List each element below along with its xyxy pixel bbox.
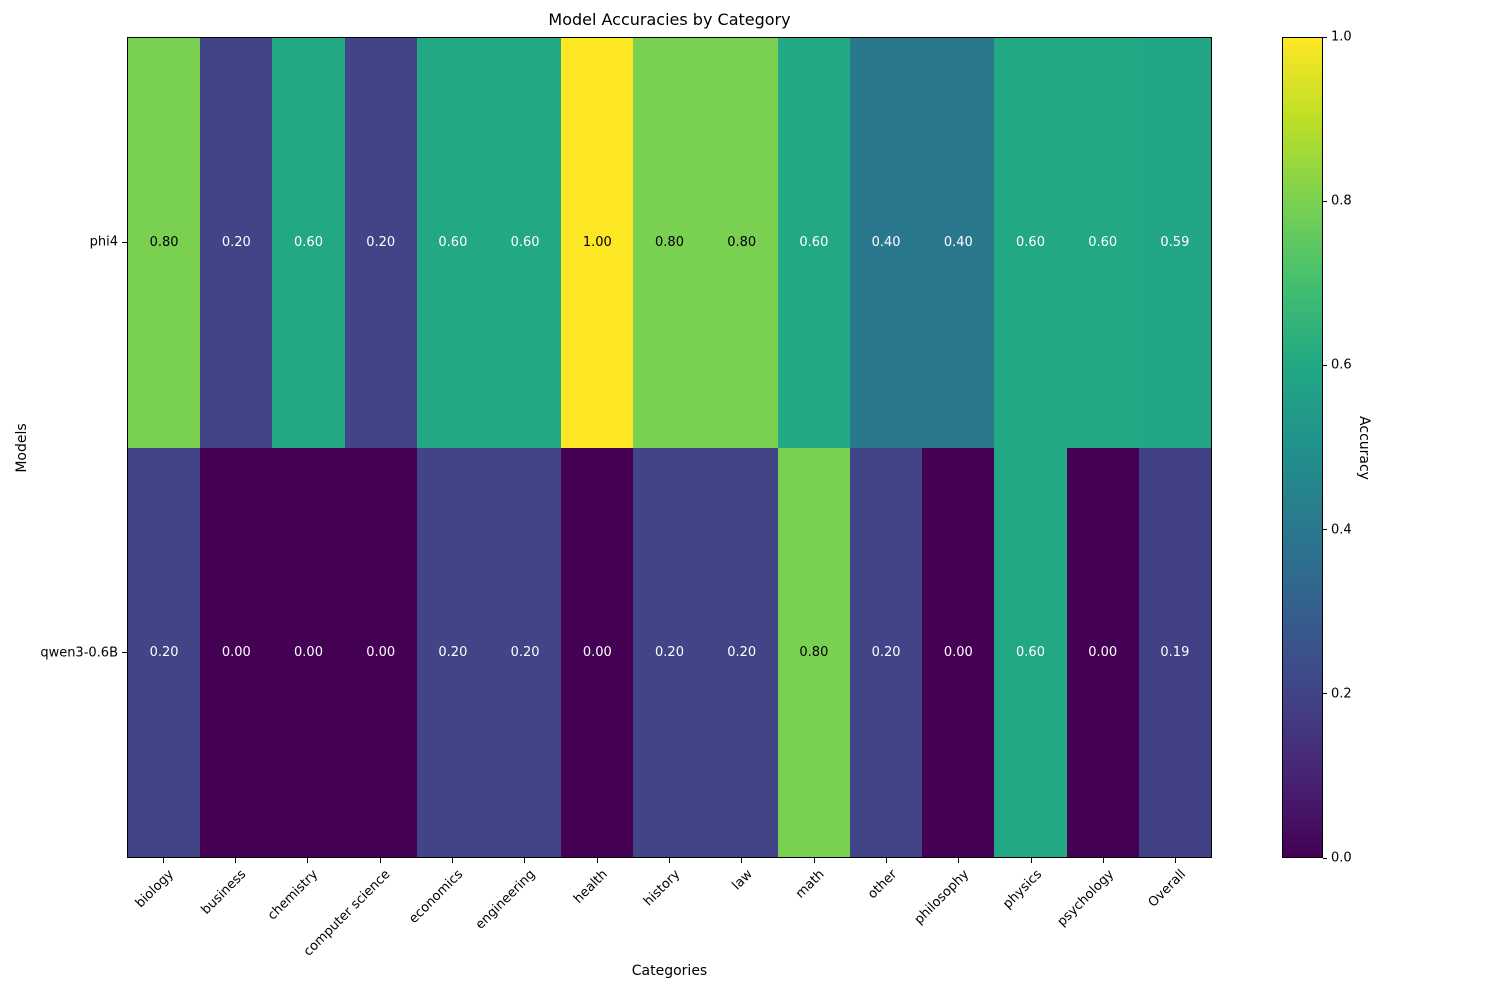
heatmap-cell: 0.20 [633, 447, 706, 857]
axis-tick-mark [813, 858, 815, 863]
chart-title: Model Accuracies by Category [548, 10, 791, 29]
axis-tick-mark [307, 858, 309, 863]
axis-tick-mark [122, 241, 127, 243]
colorbar-tick-label: 1.0 [1331, 29, 1352, 45]
heatmap-cell: 0.20 [200, 38, 273, 448]
x-tick-label: biology [132, 867, 177, 912]
axis-tick-mark [886, 858, 887, 863]
heatmap-cell: 0.00 [200, 447, 273, 857]
heatmap-cell: 0.80 [777, 447, 850, 857]
heatmap-cell: 0.80 [705, 38, 778, 448]
y-tick-label: qwen3-0.6B [40, 645, 118, 661]
heatmap-cell: 0.80 [128, 38, 201, 448]
axis-tick-mark [452, 858, 453, 863]
axis-tick-mark [1323, 36, 1327, 38]
heatmap-cell: 0.60 [777, 38, 850, 448]
axis-tick-mark [1323, 693, 1327, 695]
axis-tick-mark [524, 858, 526, 863]
x-tick-label: physics [999, 867, 1045, 912]
axis-tick-mark [1323, 529, 1327, 531]
axis-tick-mark [1103, 858, 1104, 863]
axis-tick-mark [1323, 857, 1327, 859]
colorbar-tick-label: 0.2 [1331, 686, 1352, 702]
x-tick-label: health [571, 867, 611, 907]
axis-tick-mark [1175, 858, 1177, 863]
colorbar-tick-label: 0.8 [1331, 193, 1352, 209]
colorbar-tick-label: 0.0 [1331, 850, 1352, 866]
x-tick-label: business [198, 867, 250, 918]
heatmap-cell: 0.19 [1138, 447, 1211, 857]
heatmap-cell: 0.40 [922, 38, 995, 448]
axis-tick-mark [122, 652, 127, 654]
heatmap-cell: 0.20 [849, 447, 923, 857]
x-tick-label: economics [406, 867, 467, 927]
heatmap-cell: 0.00 [1066, 447, 1139, 857]
heatmap-cell: 0.80 [633, 38, 706, 448]
colorbar-label: Accuracy [1356, 415, 1372, 480]
y-tick-label: phi4 [89, 234, 118, 250]
heatmap-cell: 0.60 [1066, 38, 1139, 448]
colorbar [1282, 37, 1323, 858]
heatmap-cell: 0.20 [344, 38, 417, 448]
heatmap-cell: 0.00 [561, 447, 634, 857]
axis-tick-mark [235, 858, 236, 863]
axis-tick-mark [741, 858, 743, 863]
heatmap-cell: 0.20 [488, 447, 562, 857]
heatmap-cell: 0.20 [128, 447, 201, 857]
axis-tick-mark [1030, 858, 1032, 863]
axis-tick-mark [958, 858, 960, 863]
x-axis-label: Categories [631, 963, 708, 979]
axis-tick-mark [1323, 200, 1327, 202]
heatmap-cell: 0.60 [416, 38, 489, 448]
colorbar-tick-label: 0.4 [1331, 522, 1352, 538]
heatmap-cell: 0.20 [705, 447, 778, 857]
x-tick-label: law [729, 867, 756, 894]
heatmap-cell: 0.60 [488, 38, 562, 448]
axis-tick-mark [596, 858, 598, 863]
heatmap-cell: 0.20 [416, 447, 489, 857]
x-tick-label: engineering [472, 867, 539, 933]
x-tick-label: Overall [1145, 867, 1190, 911]
heatmap: 0.80 0.20 0.60 0.20 0.60 0.60 1.00 0.80 0.80 0.60… [127, 37, 1212, 858]
x-tick-label: math [793, 867, 828, 902]
y-axis-label: Models [14, 422, 30, 473]
heatmap-cell: 0.59 [1138, 38, 1211, 448]
heatmap-cell: 1.00 [561, 38, 634, 448]
axis-tick-mark [1323, 364, 1327, 366]
x-tick-label: psychology [1054, 867, 1118, 930]
axis-tick-mark [379, 858, 381, 863]
x-tick-label: chemistry [265, 867, 322, 924]
heatmap-cell: 0.60 [272, 38, 345, 448]
heatmap-cell: 0.60 [994, 447, 1067, 857]
colorbar-tick-label: 0.6 [1331, 357, 1352, 373]
x-tick-label: history [640, 867, 684, 910]
heatmap-cell: 0.40 [849, 38, 923, 448]
heatmap-cell: 0.00 [344, 447, 417, 857]
x-tick-label: philosophy [911, 867, 973, 928]
heatmap-cell: 0.00 [272, 447, 345, 857]
axis-tick-mark [669, 858, 670, 863]
heatmap-cell: 0.60 [994, 38, 1067, 448]
axis-tick-mark [162, 858, 164, 863]
x-tick-label: other [865, 867, 901, 903]
heatmap-cell: 0.00 [922, 447, 995, 857]
